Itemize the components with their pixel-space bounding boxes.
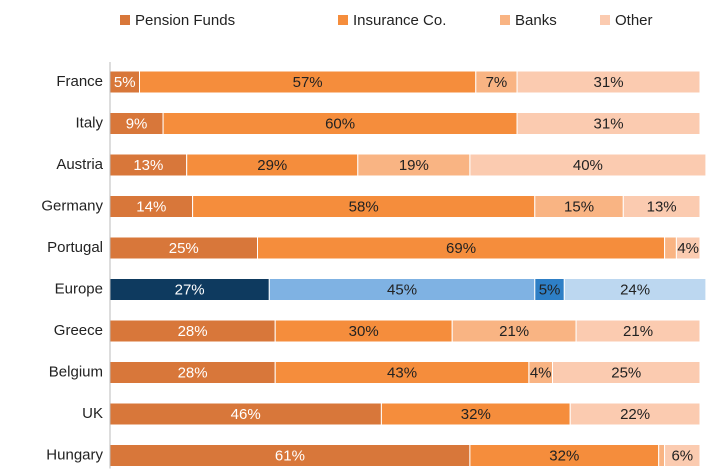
data-label: 31%: [594, 74, 624, 91]
data-label: 28%: [178, 323, 208, 340]
data-label: 25%: [611, 364, 641, 381]
data-label: 7%: [486, 74, 508, 91]
legend-swatch: [120, 15, 130, 25]
data-label: 32%: [549, 447, 579, 464]
data-label: 58%: [349, 198, 379, 215]
data-label: 4%: [677, 240, 699, 257]
category-label: UK: [82, 405, 103, 422]
data-label: 61%: [275, 447, 305, 464]
data-label: 5%: [114, 74, 136, 91]
legend-swatch: [500, 15, 510, 25]
data-label: 60%: [325, 115, 355, 132]
data-label: 22%: [620, 406, 650, 423]
legend-label: Other: [615, 12, 653, 29]
bar-segment: [569, 402, 701, 426]
category-label: Germany: [41, 197, 103, 214]
data-label: 19%: [399, 157, 429, 174]
bar-segment: [469, 153, 707, 177]
bar-segment: [664, 444, 701, 467]
data-label: 43%: [387, 364, 417, 381]
data-label: 4%: [530, 364, 552, 381]
bar-segment: [622, 195, 701, 218]
data-label: 31%: [594, 115, 624, 132]
legend-label: Insurance Co.: [353, 12, 446, 29]
data-label: 32%: [461, 406, 491, 423]
bar-segment: [516, 112, 701, 135]
category-label: Austria: [56, 156, 103, 173]
data-label: 25%: [169, 240, 199, 257]
bar-segment: [516, 70, 701, 94]
legend-swatch: [600, 15, 610, 25]
data-label: 13%: [133, 157, 163, 174]
category-label: France: [56, 73, 103, 90]
data-label: 9%: [126, 115, 148, 132]
data-label: 45%: [387, 281, 417, 298]
data-label: 6%: [671, 447, 693, 464]
data-label: 13%: [647, 198, 677, 215]
legend-label: Pension Funds: [135, 12, 235, 29]
category-label: Greece: [54, 322, 103, 339]
data-label: 5%: [539, 281, 561, 298]
category-label: Portugal: [47, 239, 103, 256]
category-label: Hungary: [46, 446, 103, 463]
bar-segment: [563, 278, 707, 301]
data-label: 29%: [257, 157, 287, 174]
legend-swatch: [338, 15, 348, 25]
bar-segment: [664, 236, 677, 260]
data-label: 24%: [620, 281, 650, 298]
category-label: Europe: [55, 280, 103, 297]
data-label: 30%: [349, 323, 379, 340]
data-label: 21%: [623, 323, 653, 340]
category-label: Belgium: [49, 363, 103, 380]
bar-segment: [658, 444, 666, 467]
bar-segment: [575, 319, 701, 343]
data-label: 40%: [573, 157, 603, 174]
category-label: Italy: [75, 114, 103, 131]
legend-label: Banks: [515, 12, 557, 29]
data-label: 69%: [446, 240, 476, 257]
bar-segment: [675, 236, 701, 260]
data-label: 28%: [178, 364, 208, 381]
data-label: 46%: [231, 406, 261, 423]
data-label: 15%: [564, 198, 594, 215]
bar-segment: [552, 361, 701, 384]
data-label: 57%: [293, 74, 323, 91]
data-label: 14%: [136, 198, 166, 215]
data-label: 27%: [175, 281, 205, 298]
data-label: 21%: [499, 323, 529, 340]
